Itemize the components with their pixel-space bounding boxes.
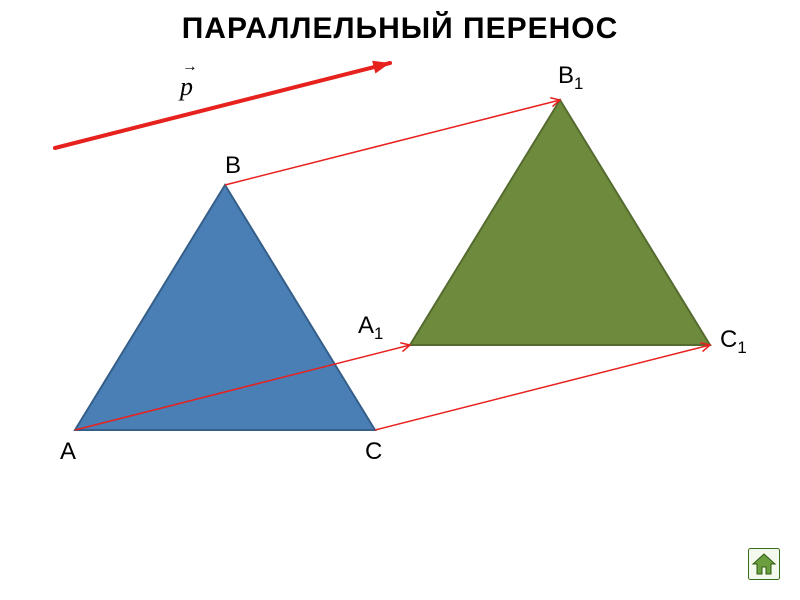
vertex-label-A: A xyxy=(60,438,76,466)
vector-p-text: p xyxy=(180,72,193,101)
home-icon xyxy=(748,548,780,580)
vertex-label-B: B xyxy=(225,152,241,180)
vertex-label-A1: A1 xyxy=(358,312,383,344)
triangle-translated xyxy=(410,100,710,345)
main-vector-arrow xyxy=(55,61,390,148)
diagram-canvas xyxy=(0,0,800,600)
home-button[interactable] xyxy=(748,548,780,580)
vertex-label-C: C xyxy=(365,438,382,466)
vector-p-label: → p xyxy=(180,72,193,102)
vertex-label-B1: B1 xyxy=(558,62,583,94)
triangle-original xyxy=(75,185,375,430)
vertex-label-C1: C1 xyxy=(720,326,747,358)
